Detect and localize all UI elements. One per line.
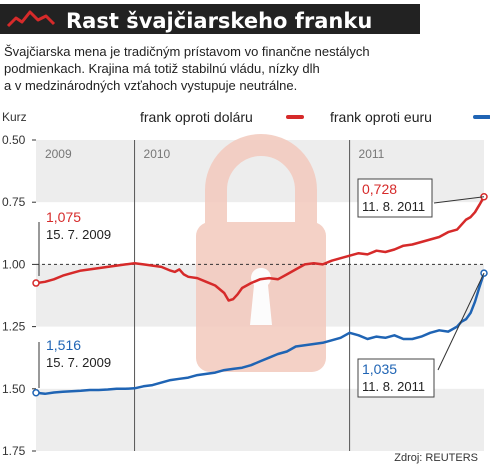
padlock-icon (196, 134, 326, 372)
legend-label: frank oproti euru (330, 109, 432, 125)
usd-start-date: 15. 7. 2009 (46, 227, 111, 242)
usd-end-value: 0,728 (362, 181, 397, 197)
period-label: 2009 (45, 147, 72, 161)
background-band (36, 388, 484, 451)
eur-start-value: 1,516 (46, 337, 81, 353)
period-label: 2011 (359, 147, 385, 161)
callout-box (357, 358, 435, 398)
usd-end-date: 11. 8. 2011 (362, 199, 425, 214)
eur-end-value: 1,035 (362, 361, 397, 377)
rising-line-icon (6, 10, 56, 28)
y-tick-label: 1.25 (2, 320, 26, 334)
period-label: 2010 (144, 147, 171, 161)
y-tick-label: 1.00 (2, 257, 26, 271)
y-tick-label: 0.50 (2, 133, 26, 147)
title-bar: Rast švajčiarskeho franku (0, 4, 420, 34)
usd-start-value: 1,075 (46, 209, 81, 225)
description: Švajčiarska mena je tradičným prístavom … (4, 43, 434, 94)
y-tick-label: 0.75 (2, 195, 26, 209)
series-line (35, 272, 486, 396)
eur-start-date: 15. 7. 2009 (46, 355, 111, 370)
source-note: Zdroj: REUTERS (394, 452, 478, 464)
description-line: podmienkach. Krajina má totiž stabilnú v… (4, 61, 320, 76)
callout-leader (437, 272, 485, 371)
y-tick-label: 1.75 (2, 444, 26, 458)
callout-box (357, 178, 433, 218)
eur-end-date: 11. 8. 2011 (362, 379, 425, 394)
callout-leader (433, 196, 485, 204)
legend-label: frank oproti doláru (140, 109, 253, 125)
start-point (32, 279, 40, 287)
start-point (32, 389, 40, 397)
page-title: Rast švajčiarskeho franku (66, 9, 373, 33)
series-line (35, 196, 486, 302)
description-line: a v medzinárodných vzťahoch vystupuje ne… (4, 78, 298, 93)
description-line: Švajčiarska mena je tradičným prístavom … (4, 44, 370, 59)
y-axis-label: Kurz (2, 110, 27, 124)
y-tick-label: 1.50 (2, 382, 26, 396)
